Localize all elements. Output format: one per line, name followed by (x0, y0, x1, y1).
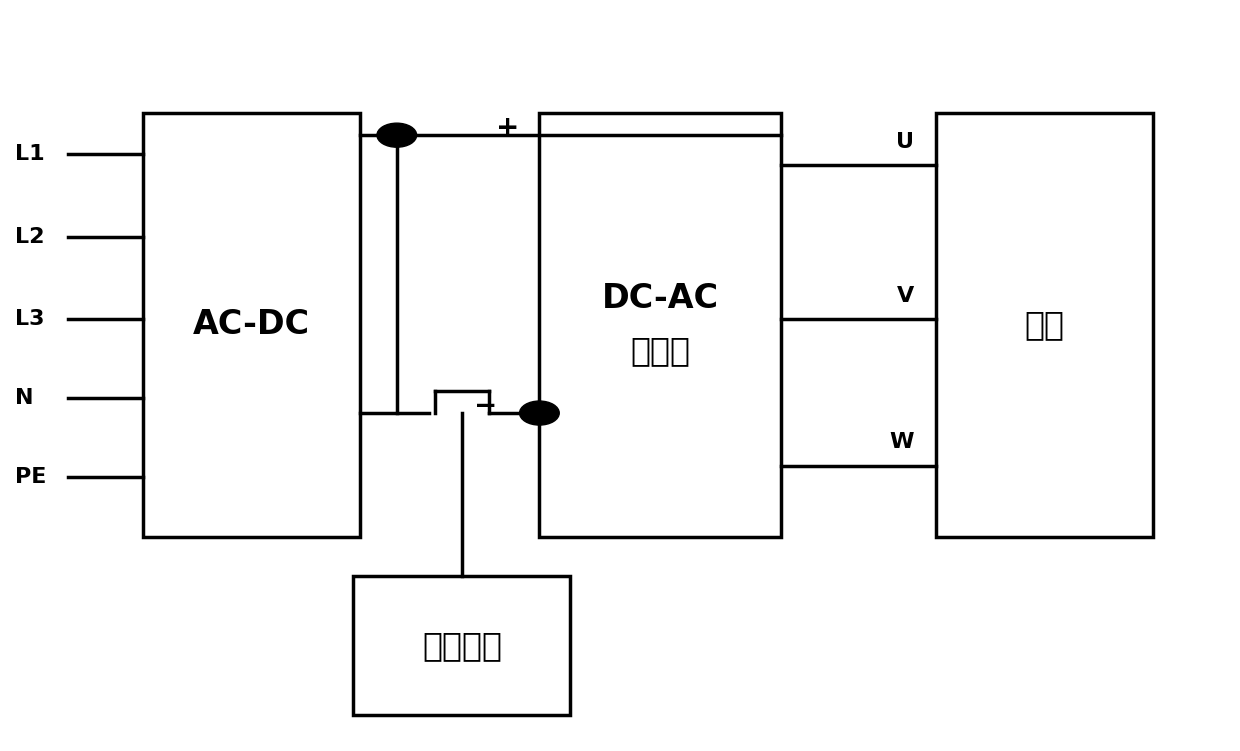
Text: 逆变器: 逆变器 (630, 335, 691, 367)
Text: W: W (889, 432, 914, 452)
Text: L2: L2 (15, 227, 45, 246)
Bar (539, 113, 781, 537)
Text: U: U (895, 131, 914, 152)
Circle shape (520, 401, 559, 425)
Text: DC-AC: DC-AC (601, 282, 719, 315)
Text: AC-DC: AC-DC (192, 309, 310, 341)
Bar (353, 576, 570, 715)
Text: L1: L1 (15, 144, 45, 164)
Text: L3: L3 (15, 309, 45, 329)
Bar (143, 113, 360, 537)
Text: −: − (474, 391, 497, 420)
Circle shape (377, 123, 417, 147)
Bar (936, 113, 1153, 537)
Text: N: N (15, 388, 33, 408)
Text: V: V (897, 285, 914, 306)
Text: 电机: 电机 (1024, 309, 1065, 341)
Text: PE: PE (15, 467, 46, 487)
Text: 储能装置: 储能装置 (422, 629, 502, 662)
Text: +: + (496, 113, 520, 142)
